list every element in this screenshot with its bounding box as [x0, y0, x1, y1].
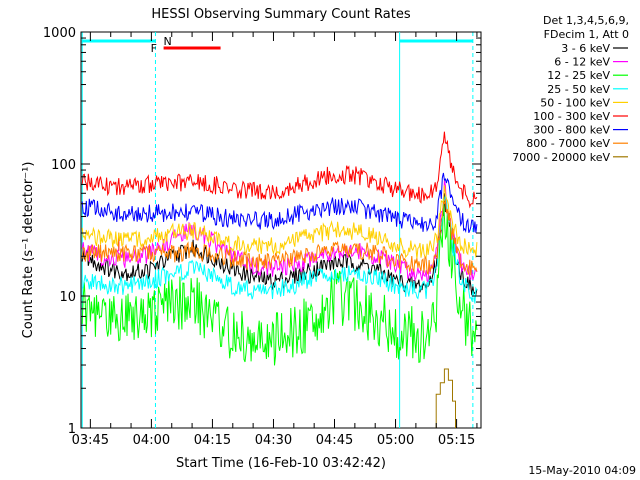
y-axis-label: Count Rate (s⁻¹ detector⁻¹): [21, 162, 36, 339]
x-tick-label: 05:15: [438, 433, 475, 448]
y-tick-label: 1: [68, 422, 76, 437]
flag-label-f: F: [151, 42, 157, 55]
flag-label-n: N: [163, 35, 171, 48]
x-axis-label: Start Time (16-Feb-10 03:42:42): [176, 456, 386, 471]
legend-entry-label: 3 - 6 keV: [561, 42, 610, 55]
series-line-100-300-kev: [81, 131, 478, 209]
legend-entry-label: 50 - 100 keV: [540, 96, 610, 109]
y-tick-label: 10: [59, 290, 76, 305]
legend-entry-label: 800 - 7000 keV: [526, 137, 610, 150]
legend: Det 1,3,4,5,6,9, FDecim 1, Att 0 3 - 6 k…: [512, 14, 629, 164]
y-axis: 1 10 100 1000: [43, 26, 481, 437]
y-tick-label: 1000: [43, 26, 76, 41]
legend-entry-label: 7000 - 20000 keV: [512, 151, 610, 164]
legend-header-line-2: FDecim 1, Att 0: [544, 28, 629, 41]
y-tick-label: 100: [51, 158, 76, 173]
chart-title: HESSI Observing Summary Count Rates: [151, 7, 410, 22]
series-line-50-100-kev: [81, 185, 478, 259]
series-line-300-800-kev: [81, 172, 478, 234]
legend-entry-label: 25 - 50 keV: [547, 83, 610, 96]
legend-entry-label: 12 - 25 keV: [547, 69, 610, 82]
legend-entry-label: 6 - 12 keV: [554, 56, 610, 69]
legend-entry-label: 300 - 800 keV: [533, 124, 610, 137]
series-line-12-25-kev: [81, 197, 478, 366]
plot-area: NF: [80, 31, 482, 429]
x-tick-label: 04:15: [194, 433, 231, 448]
plot-frame: [80, 31, 482, 429]
series-line-7000-20000-kev: [435, 368, 456, 428]
x-tick-label: 03:45: [72, 433, 109, 448]
series-line-6-12-kev: [81, 180, 478, 283]
legend-header-line-1: Det 1,3,4,5,6,9,: [543, 14, 629, 27]
x-tick-label: 04:30: [255, 433, 292, 448]
series-line-25-50-kev: [82, 195, 478, 304]
x-tick-label: 05:00: [377, 433, 414, 448]
footer-date: 15-May-2010 04:09: [528, 464, 636, 477]
series-line-800-7000-kev: [81, 199, 478, 276]
x-axis: 03:45 04:00 04:15 04:30 04:45 05:00 05:15: [72, 32, 478, 448]
legend-entry-label: 100 - 300 keV: [533, 110, 610, 123]
x-tick-label: 04:00: [133, 433, 170, 448]
x-tick-label: 04:45: [316, 433, 353, 448]
